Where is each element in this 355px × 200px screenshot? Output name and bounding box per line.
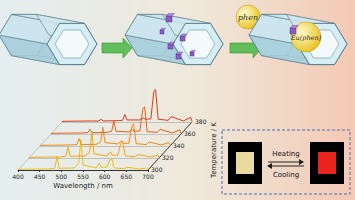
svg-text:700: 700 <box>142 173 154 180</box>
svg-text:300: 300 <box>151 166 163 173</box>
svg-text:340: 340 <box>173 142 185 149</box>
svg-text:360: 360 <box>184 130 196 137</box>
svg-text:Cooling: Cooling <box>273 171 299 179</box>
svg-text:380: 380 <box>195 118 207 125</box>
svg-text:450: 450 <box>34 173 46 180</box>
svg-text:Heating: Heating <box>272 150 299 158</box>
svg-text:Eu(phen): Eu(phen) <box>290 34 322 42</box>
svg-text:400: 400 <box>12 173 24 180</box>
svg-text:500: 500 <box>56 173 68 180</box>
svg-text:650: 650 <box>121 173 133 180</box>
svg-text:Temperature / K: Temperature / K <box>210 122 218 179</box>
svg-text:550: 550 <box>77 173 89 180</box>
svg-text:phen: phen <box>238 13 258 22</box>
svg-text:600: 600 <box>99 173 111 180</box>
svg-text:Wavelength / nm: Wavelength / nm <box>53 182 113 190</box>
svg-text:320: 320 <box>162 154 174 161</box>
